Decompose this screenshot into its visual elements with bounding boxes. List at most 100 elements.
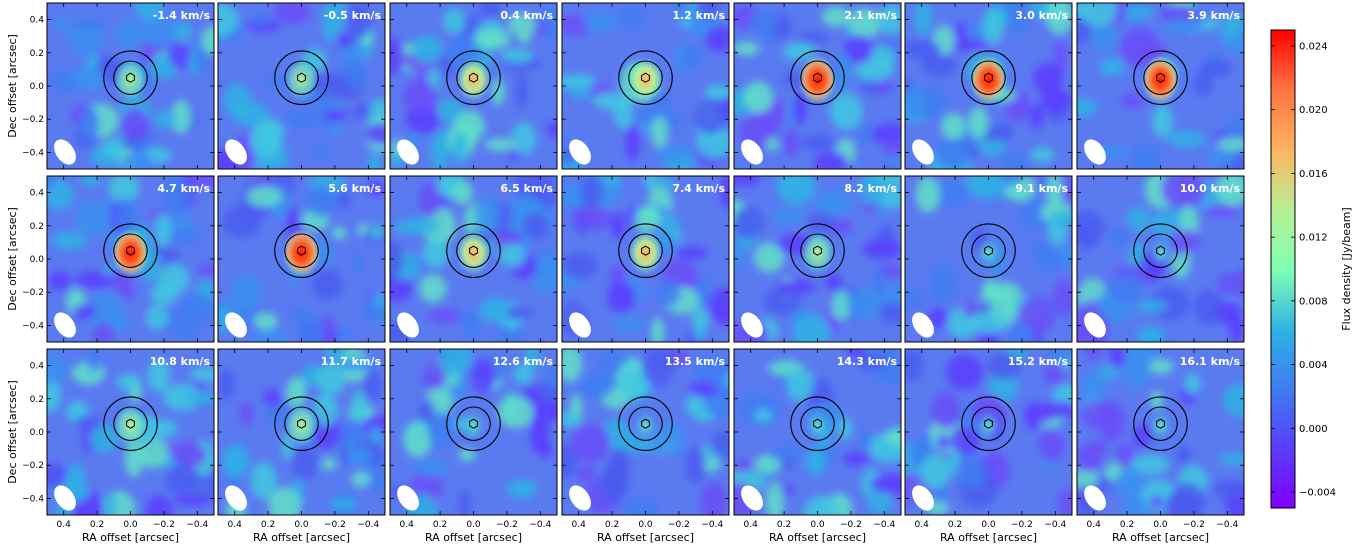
beam-ellipse — [225, 139, 247, 165]
contour-ring — [446, 396, 501, 451]
hexagon-marker — [641, 72, 650, 83]
beam-ellipse — [54, 139, 76, 165]
x-tick-label: 0.4 — [228, 520, 243, 530]
contour-ring — [1143, 233, 1178, 268]
x-tick-label: −0.2 — [840, 520, 862, 530]
x-axis-label: RA offset [arcsec] — [253, 531, 350, 544]
velocity-label: 6.5 km/s — [500, 182, 553, 195]
contour-ring — [1133, 50, 1188, 105]
beam-ellipse — [1084, 485, 1106, 511]
x-tick-label: 0.4 — [400, 520, 415, 530]
hexagon-marker — [1156, 72, 1165, 83]
channel-panel: 14.3 km/s 0.4 0.2 0.0 −0.2 −0.4 RA offset [arc… — [733, 348, 902, 544]
x-tick-label: 0.4 — [1087, 520, 1102, 530]
velocity-label: 4.7 km/s — [157, 182, 210, 195]
velocity-label: 12.6 km/s — [493, 355, 554, 368]
x-tick-label: −0.4 — [873, 520, 895, 530]
emission-peak — [283, 57, 320, 102]
colorbar: 0.024 0.020 0.016 0.012 0.008 0.004 0.000 −0.00… — [1270, 29, 1353, 509]
hexagon-marker — [1156, 245, 1165, 256]
emission-peak — [627, 230, 664, 275]
contour-ring — [456, 60, 491, 95]
x-tick-label: −0.2 — [668, 520, 690, 530]
contour-ring — [800, 406, 835, 441]
y-axis-label: Dec offset [arcsec] — [6, 380, 19, 484]
y-tick-label: 0.4 — [30, 16, 45, 26]
contour-ring — [1143, 406, 1178, 441]
velocity-label: 2.1 km/s — [844, 9, 897, 22]
x-tick-label: −0.2 — [153, 520, 175, 530]
channel-panel: 3.0 km/s — [904, 2, 1073, 170]
x-tick-label: 0.0 — [638, 520, 653, 530]
hexagon-marker — [813, 245, 822, 256]
x-tick-label: −0.2 — [1183, 520, 1205, 530]
contour-ring — [961, 396, 1016, 451]
velocity-label: 3.0 km/s — [1015, 9, 1068, 22]
x-tick-label: −0.4 — [186, 520, 208, 530]
y-tick-label: −0.4 — [22, 321, 44, 331]
channel-panel: 1.2 km/s — [561, 2, 730, 170]
emission-peak — [283, 403, 320, 448]
beam-ellipse — [912, 312, 934, 338]
x-axis-label: RA offset [arcsec] — [769, 531, 866, 544]
colorbar-tick-label: −0.004 — [1299, 488, 1336, 499]
colorbar-tick-label: 0.008 — [1299, 296, 1328, 307]
beam-ellipse — [397, 139, 419, 165]
velocity-label: 16.1 km/s — [1180, 355, 1241, 368]
hexagon-marker — [126, 72, 135, 83]
velocity-label: 15.2 km/s — [1008, 355, 1069, 368]
x-tick-label: 0.2 — [777, 520, 791, 530]
beam-ellipse — [741, 312, 763, 338]
beam-ellipse — [225, 312, 247, 338]
channel-panel: 5.6 km/s — [217, 175, 386, 343]
channel-panel: 2.1 km/s — [733, 2, 902, 170]
contour-ring — [790, 50, 845, 105]
contour-ring — [800, 60, 835, 95]
velocity-label: 9.1 km/s — [1015, 182, 1068, 195]
contour-ring — [103, 223, 158, 278]
x-tick-label: −0.4 — [357, 520, 379, 530]
x-tick-label: 0.0 — [810, 520, 825, 530]
velocity-label: 1.2 km/s — [672, 9, 725, 22]
emission-peak — [1141, 55, 1180, 104]
channel-panel: 10.8 km/s 0.4 0.2 0.0 −0.2 −0.4 0.4 0.2 0.0 −0.2 −… — [6, 348, 215, 544]
emission-peak — [455, 230, 492, 275]
x-tick-label: 0.0 — [294, 520, 309, 530]
hexagon-marker — [469, 418, 478, 429]
contour-ring — [103, 396, 158, 451]
velocity-label: -1.4 km/s — [153, 9, 211, 22]
hexagon-marker — [813, 72, 822, 83]
contour-ring — [274, 396, 329, 451]
contour-ring — [284, 60, 319, 95]
channel-panel: -0.5 km/s — [217, 2, 386, 170]
emission-peak — [969, 55, 1008, 104]
colorbar-tick-label: 0.016 — [1299, 169, 1328, 180]
emission-peak — [799, 230, 836, 275]
beam-ellipse — [397, 485, 419, 511]
colorbar-tick-label: 0.000 — [1299, 424, 1328, 435]
contour-ring — [618, 396, 673, 451]
x-axis-label: RA offset [arcsec] — [597, 531, 694, 544]
colorbar-tick-label: 0.012 — [1299, 233, 1328, 244]
x-tick-label: 0.2 — [90, 520, 104, 530]
contour-ring — [456, 406, 491, 441]
hexagon-marker — [297, 418, 306, 429]
colorbar-tick-label: 0.020 — [1299, 105, 1328, 116]
beam-ellipse — [741, 139, 763, 165]
x-tick-label: 0.0 — [981, 520, 996, 530]
emission-peak — [1147, 409, 1174, 442]
hexagon-marker — [126, 418, 135, 429]
velocity-label: 14.3 km/s — [837, 355, 898, 368]
y-tick-label: 0.2 — [30, 395, 44, 405]
x-axis-label: RA offset [arcsec] — [82, 531, 179, 544]
contour-ring — [113, 60, 148, 95]
x-tick-label: −0.4 — [529, 520, 551, 530]
contour-ring — [971, 60, 1006, 95]
velocity-label: 8.2 km/s — [844, 182, 897, 195]
beam-ellipse — [569, 312, 591, 338]
contour-ring — [274, 223, 329, 278]
y-tick-label: −0.2 — [22, 115, 44, 125]
x-axis-label: RA offset [arcsec] — [940, 531, 1037, 544]
x-tick-label: 0.0 — [1153, 520, 1168, 530]
beam-ellipse — [569, 485, 591, 511]
